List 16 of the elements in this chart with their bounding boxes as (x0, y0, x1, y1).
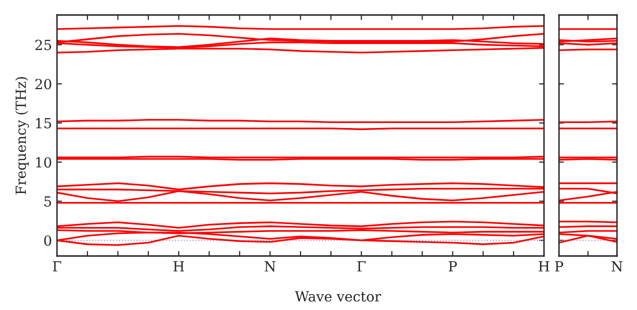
y-tick-label: 0 (44, 235, 52, 246)
x-tick-label: Γ (357, 261, 366, 272)
x-tick-label: N (612, 261, 622, 272)
y-tick-label: 5 (44, 196, 52, 207)
y-tick-label: 25 (35, 40, 52, 50)
y-tick-label: 15 (36, 118, 52, 128)
x-tick-label: H (538, 261, 550, 272)
y-tick-label: 10 (36, 157, 52, 168)
x-tick-label: Γ (52, 261, 62, 272)
x-tick-label: N (264, 261, 276, 272)
x-tick-label: P (448, 261, 457, 272)
y-axis-title: Frequency (THz) (15, 77, 29, 194)
x-axis-title: Wave vector (294, 291, 382, 302)
x-tick-label: H (173, 261, 184, 272)
y-tick-label: 20 (35, 78, 52, 90)
x-tick-label: P (555, 261, 564, 272)
